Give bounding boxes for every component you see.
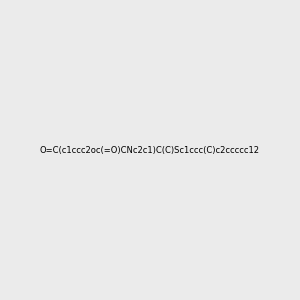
Text: O=C(c1ccc2oc(=O)CNc2c1)C(C)Sc1ccc(C)c2ccccc12: O=C(c1ccc2oc(=O)CNc2c1)C(C)Sc1ccc(C)c2cc… xyxy=(40,146,260,154)
